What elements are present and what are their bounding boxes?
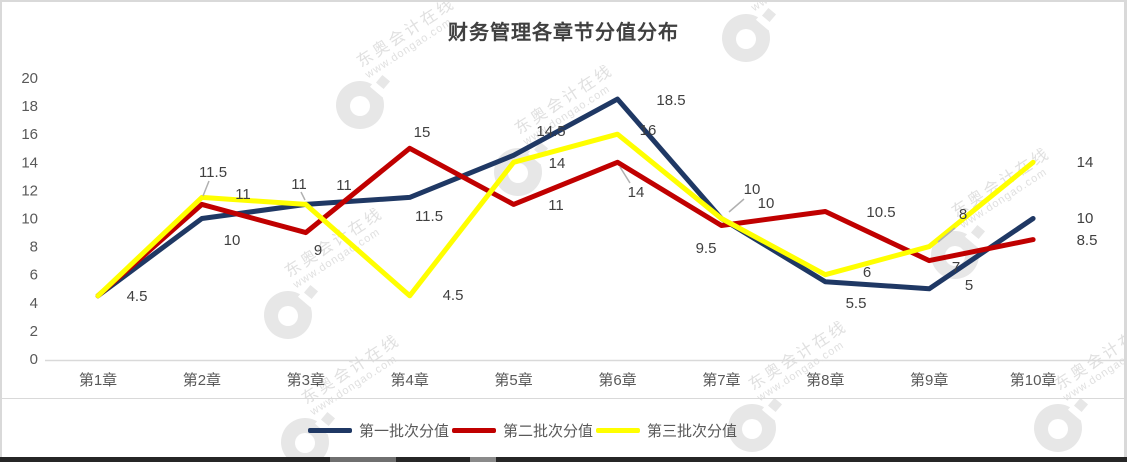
y-axis-tick-label: 18 [21, 98, 38, 115]
data-label: 11 [291, 176, 307, 193]
data-label: 15 [414, 124, 431, 141]
data-label: 10 [224, 232, 241, 249]
x-axis-category-label: 第1章 [79, 371, 117, 389]
data-label-leader-line [202, 180, 210, 197]
data-label: 18.5 [656, 92, 685, 109]
data-label: 10 [744, 181, 761, 198]
series-line-3 [95, 131, 1036, 299]
chart-legend: 第一批次分值 第二批次分值 第三批次分值 [308, 420, 740, 440]
bottom-cutoff-bar [0, 457, 1127, 462]
series-line-2 [95, 145, 1036, 299]
data-label-leader-line [619, 166, 631, 184]
data-label: 11.5 [415, 208, 443, 225]
x-axis-category-label: 第9章 [910, 371, 948, 389]
bottom-bar-segment [470, 457, 496, 462]
x-axis-category-label: 第6章 [598, 371, 636, 389]
y-axis-tick-label: 2 [30, 323, 38, 340]
data-label: 7 [952, 259, 960, 276]
data-label-leader-line [728, 198, 745, 213]
legend-item-batch2: 第二批次分值 [452, 420, 593, 441]
data-label: 11.5 [199, 164, 227, 181]
x-axis-category-label: 第2章 [183, 371, 221, 389]
y-axis-tick-label: 4 [30, 295, 38, 312]
data-label: 14.5 [536, 123, 565, 140]
legend-label-batch3: 第三批次分值 [647, 422, 738, 440]
frame-border-left [0, 0, 2, 458]
y-axis-tick-label: 0 [30, 351, 38, 368]
data-label: 8 [959, 206, 967, 223]
legend-swatch-batch1 [308, 427, 352, 433]
data-label: 11 [548, 197, 564, 214]
frame-border-top [0, 0, 1127, 2]
legend-item-batch3: 第三批次分值 [596, 420, 737, 441]
data-label: 10 [1077, 210, 1094, 227]
data-label: 14 [1077, 154, 1094, 171]
y-axis-tick-label: 8 [30, 239, 38, 256]
data-label-leader-line [937, 227, 956, 243]
x-axis-category-label: 第10章 [1010, 371, 1057, 389]
y-axis-tick-label: 10 [21, 211, 38, 228]
series-line-1 [95, 96, 1036, 299]
y-axis-tick-label: 6 [30, 267, 38, 284]
x-axis-category-label: 第8章 [806, 371, 844, 389]
data-label: 14 [549, 155, 566, 172]
data-label: 5.5 [846, 295, 867, 312]
chart-title: 财务管理各章节分值分布 [448, 22, 679, 44]
legend-swatch-batch2 [452, 427, 497, 433]
data-label: 16 [640, 122, 657, 139]
data-label: 11 [235, 186, 251, 203]
data-label: 9.5 [696, 240, 717, 257]
frame-border-right [1124, 0, 1127, 458]
legend-swatch-batch3 [596, 427, 641, 433]
y-axis-tick-label: 14 [21, 154, 38, 171]
y-axis-tick-label: 16 [21, 126, 38, 143]
legend-item-batch1: 第一批次分值 [308, 420, 449, 441]
data-label: 5 [965, 277, 973, 294]
data-label: 10.5 [866, 204, 895, 221]
x-axis-category-label: 第4章 [391, 371, 429, 389]
data-label: 4.5 [443, 287, 464, 304]
y-axis-tick-label: 20 [21, 70, 38, 87]
data-label: 6 [863, 264, 871, 281]
data-label: 11 [336, 177, 352, 194]
data-label: 8.5 [1077, 232, 1098, 249]
bottom-bar-segment [330, 457, 396, 462]
legend-label-batch1: 第一批次分值 [359, 422, 450, 440]
y-axis-tick-label: 12 [21, 182, 38, 199]
data-label: 4.5 [127, 288, 148, 305]
data-label: 14 [628, 184, 645, 201]
data-label-leader-line [300, 191, 306, 201]
data-label: 10 [758, 195, 775, 212]
data-label: 9 [314, 242, 322, 259]
x-axis-category-label: 第5章 [494, 371, 532, 389]
legend-label-batch2: 第二批次分值 [503, 422, 594, 440]
x-axis-category-label: 第3章 [287, 371, 325, 389]
x-axis-category-label: 第7章 [702, 371, 740, 389]
